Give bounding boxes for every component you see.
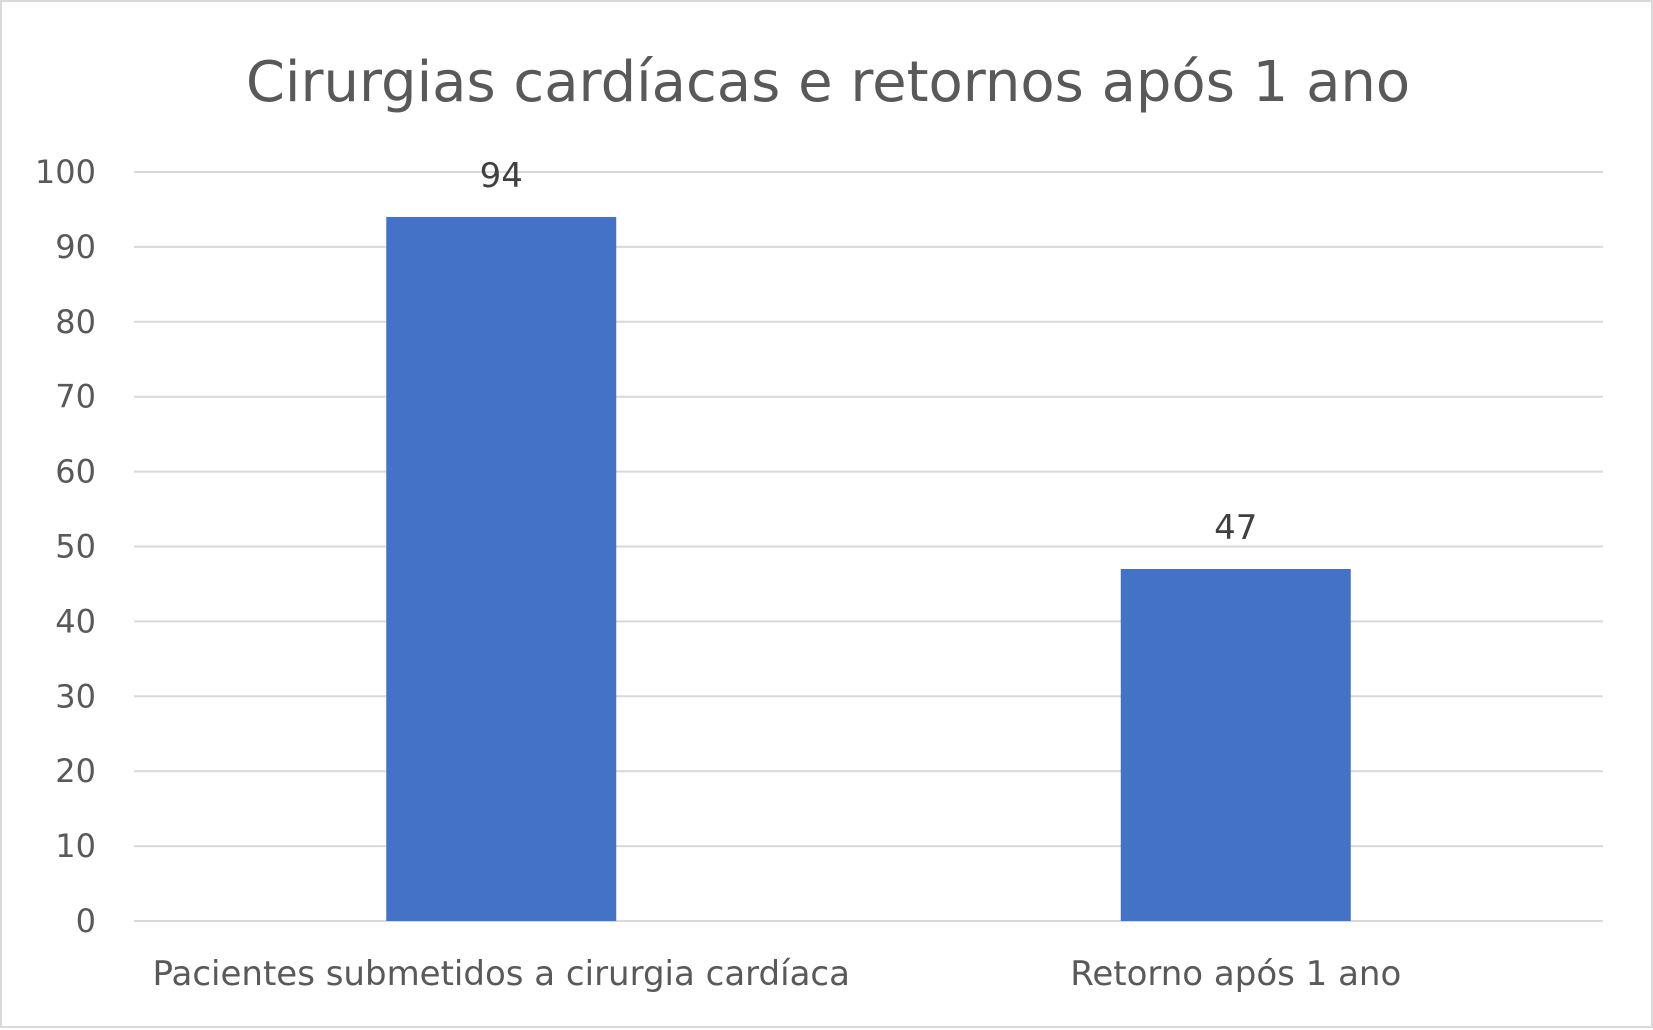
data-label: 94 bbox=[480, 156, 523, 196]
bar bbox=[386, 216, 617, 921]
y-tick-label: 90 bbox=[55, 228, 96, 266]
x-axis-categories: Pacientes submetidos a cirurgia cardíaca… bbox=[153, 954, 1402, 994]
y-tick-label: 60 bbox=[55, 453, 96, 491]
x-category-label: Retorno após 1 ano bbox=[1070, 954, 1401, 994]
y-axis-ticks: 0 10 20 30 40 50 60 70 80 90 100 bbox=[35, 153, 96, 940]
y-tick-label: 0 bbox=[76, 902, 96, 940]
y-tick-label: 100 bbox=[35, 153, 96, 191]
y-tick-label: 10 bbox=[55, 827, 96, 865]
data-label: 47 bbox=[1214, 508, 1257, 548]
y-tick-label: 20 bbox=[55, 752, 96, 790]
y-tick-label: 80 bbox=[55, 303, 96, 341]
y-tick-label: 70 bbox=[55, 378, 96, 416]
gridlines bbox=[134, 171, 1603, 922]
data-labels: 94 47 bbox=[480, 156, 1258, 548]
bar bbox=[1120, 568, 1351, 921]
chart-title: Cirurgias cardíacas e retornos após 1 an… bbox=[246, 50, 1410, 115]
x-category-label: Pacientes submetidos a cirurgia cardíaca bbox=[153, 954, 850, 994]
y-tick-label: 30 bbox=[55, 677, 96, 715]
y-tick-label: 40 bbox=[55, 602, 96, 640]
bars bbox=[386, 216, 1351, 921]
y-tick-label: 50 bbox=[55, 528, 96, 566]
